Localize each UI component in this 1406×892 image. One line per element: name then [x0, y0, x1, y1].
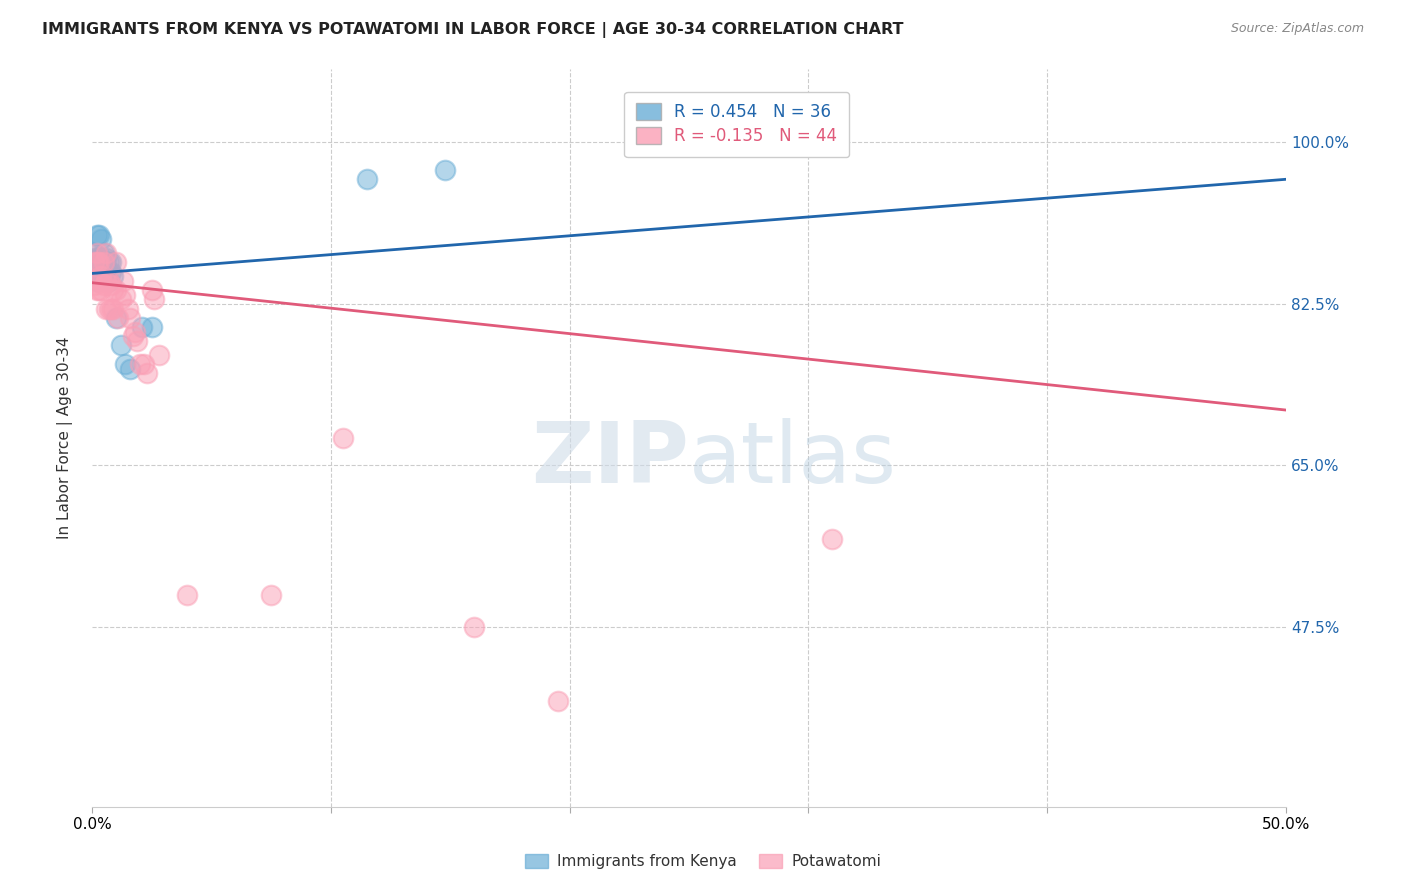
Point: [121, 329, 143, 343]
Point: [93, 246, 115, 260]
Point: [90, 255, 112, 269]
Point: [434, 163, 457, 178]
Point: [87, 283, 110, 297]
Point: [87, 274, 110, 288]
Text: IMMIGRANTS FROM KENYA VS POTAWATOMI IN LABOR FORCE | AGE 30-34 CORRELATION CHART: IMMIGRANTS FROM KENYA VS POTAWATOMI IN L…: [42, 22, 904, 38]
Point: [87, 260, 110, 274]
Point: [87, 227, 110, 242]
Point: [100, 278, 122, 293]
Legend: Immigrants from Kenya, Potawatomi: Immigrants from Kenya, Potawatomi: [519, 848, 887, 875]
Text: Source: ZipAtlas.com: Source: ZipAtlas.com: [1230, 22, 1364, 36]
Point: [111, 274, 134, 288]
Point: [148, 348, 170, 362]
Point: [90, 251, 112, 265]
Point: [356, 172, 378, 186]
Point: [86, 251, 108, 265]
Point: [83, 255, 105, 269]
Point: [93, 278, 115, 293]
Point: [131, 320, 153, 334]
Point: [97, 255, 120, 269]
Point: [135, 366, 157, 380]
Point: [260, 588, 283, 602]
Point: [103, 283, 125, 297]
Point: [86, 246, 108, 260]
Point: [104, 310, 127, 325]
Point: [96, 301, 118, 316]
Point: [96, 269, 118, 284]
Point: [96, 246, 118, 260]
Point: [83, 246, 105, 260]
Point: [96, 260, 118, 274]
Point: [117, 301, 139, 316]
Point: [97, 274, 120, 288]
Point: [134, 357, 156, 371]
Point: [100, 255, 122, 269]
Point: [83, 278, 105, 293]
Point: [107, 310, 129, 325]
Point: [97, 301, 120, 316]
Point: [120, 361, 142, 376]
Point: [103, 269, 125, 284]
Point: [821, 533, 844, 547]
Point: [86, 283, 108, 297]
Point: [83, 255, 105, 269]
Point: [86, 227, 108, 242]
Point: [90, 232, 112, 246]
Point: [86, 274, 108, 288]
Point: [143, 293, 166, 307]
Text: atlas: atlas: [689, 418, 897, 501]
Point: [96, 274, 118, 288]
Point: [87, 251, 110, 265]
Point: [83, 251, 105, 265]
Point: [86, 255, 108, 269]
Point: [104, 255, 127, 269]
Point: [104, 283, 127, 297]
Point: [114, 287, 136, 301]
Point: [120, 310, 142, 325]
Point: [124, 325, 146, 339]
Point: [547, 694, 569, 708]
Point: [141, 283, 163, 297]
Point: [83, 264, 105, 278]
Text: ZIP: ZIP: [531, 418, 689, 501]
Point: [463, 620, 485, 634]
Point: [87, 269, 110, 284]
Point: [110, 293, 132, 307]
Point: [93, 255, 115, 269]
Point: [93, 264, 115, 278]
Point: [100, 301, 122, 316]
Point: [332, 431, 354, 445]
Point: [97, 274, 120, 288]
Point: [87, 255, 110, 269]
Point: [114, 357, 136, 371]
Point: [100, 264, 122, 278]
Point: [103, 301, 125, 316]
Point: [87, 255, 110, 269]
Point: [93, 255, 115, 269]
Point: [96, 251, 118, 265]
Point: [176, 588, 198, 602]
Legend: R = 0.454   N = 36, R = -0.135   N = 44: R = 0.454 N = 36, R = -0.135 N = 44: [624, 92, 849, 157]
Point: [141, 320, 163, 334]
Point: [90, 283, 112, 297]
Point: [110, 338, 132, 352]
Point: [127, 334, 149, 348]
Point: [128, 357, 150, 371]
Point: [90, 264, 112, 278]
Point: [90, 269, 112, 284]
Y-axis label: In Labor Force | Age 30-34: In Labor Force | Age 30-34: [58, 336, 73, 539]
Point: [86, 255, 108, 269]
